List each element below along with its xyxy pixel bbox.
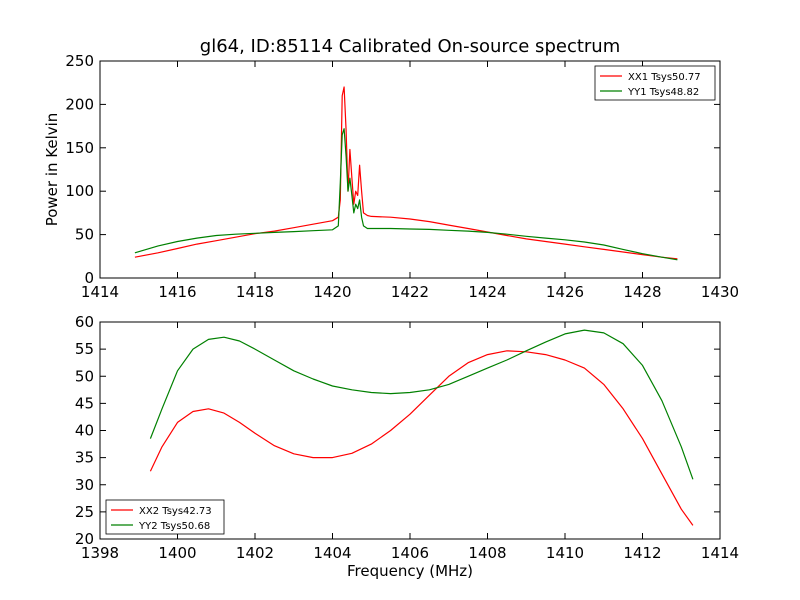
x-tick-label: 1418 <box>236 283 274 301</box>
x-tick-label: 1408 <box>468 544 506 562</box>
y-axis-label: Power in Kelvin <box>43 113 61 227</box>
x-tick-label: 1430 <box>701 283 739 301</box>
y-tick-label: 250 <box>65 52 94 70</box>
x-tick-label: 1420 <box>313 283 351 301</box>
x-tick-label: 1404 <box>313 544 351 562</box>
legend: XX2 Tsys42.73 YY2 Tsys50.68 <box>105 499 225 535</box>
bottom-panel: 1398 1400 1402 1404 1406 1408 1410 1412 1414 20 25… <box>75 313 739 580</box>
y-tick-label: 40 <box>75 422 94 440</box>
x-tick-label: 1398 <box>81 544 119 562</box>
x-tick-label: 1402 <box>236 544 274 562</box>
y-tick-label: 20 <box>75 530 94 548</box>
legend-box <box>105 499 225 535</box>
y-tick-label: 45 <box>75 394 94 412</box>
x-tick-label: 1422 <box>391 283 429 301</box>
y-tick-label: 55 <box>75 340 94 358</box>
x-tick-label: 1414 <box>81 283 119 301</box>
y-tick-label: 0 <box>84 269 94 287</box>
series-line-1 <box>134 86 678 260</box>
y-tick-label: 30 <box>75 476 94 494</box>
y-tick-label: 50 <box>75 367 94 385</box>
legend-entry-label: XX1 Tsys50.77 <box>628 72 701 83</box>
y-tick-label: 150 <box>65 139 94 157</box>
y-tick-label: 25 <box>75 503 94 521</box>
y-tick-label: 60 <box>75 313 94 331</box>
y-tick-label: 200 <box>65 95 94 113</box>
y-tick-label: 100 <box>65 182 94 200</box>
x-tick-label: 1414 <box>701 544 739 562</box>
x-tick-label: 1406 <box>391 544 429 562</box>
legend: XX1 Tsys50.77 YY1 Tsys48.82 <box>594 65 716 101</box>
series-line-1 <box>149 350 694 526</box>
x-tick-label: 1424 <box>468 283 506 301</box>
x-tick-label: 1428 <box>623 283 661 301</box>
y-tick-label: 35 <box>75 449 94 467</box>
legend-entry-label: YY1 Tsys48.82 <box>627 87 699 98</box>
series-line-2 <box>134 128 678 261</box>
y-tick-label: 50 <box>75 226 94 244</box>
x-tick-label: 1416 <box>158 283 196 301</box>
top-panel: 1414 1416 1418 1420 1422 1424 1426 1428 1430 0 50 1… <box>43 52 739 301</box>
figure-title: gl64, ID:85114 Calibrated On-source spec… <box>200 36 620 57</box>
legend-entry-label: XX2 Tsys42.73 <box>139 506 212 517</box>
x-tick-label: 1426 <box>546 283 584 301</box>
x-tick-label: 1400 <box>158 544 196 562</box>
legend-box <box>594 65 716 101</box>
x-tick-label: 1410 <box>546 544 584 562</box>
x-axis-label: Frequency (MHz) <box>347 562 473 580</box>
x-tick-label: 1412 <box>623 544 661 562</box>
series-line-2 <box>149 329 694 480</box>
legend-entry-label: YY2 Tsys50.68 <box>138 521 210 532</box>
